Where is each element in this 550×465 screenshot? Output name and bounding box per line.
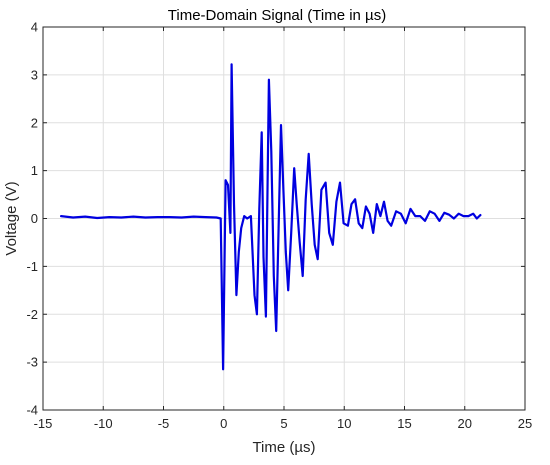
x-tick-label: 10	[337, 416, 351, 431]
y-tick-label: -3	[26, 355, 38, 370]
series-layer	[59, 63, 482, 371]
y-tick-label: 0	[31, 211, 38, 226]
y-tick-label: -2	[26, 307, 38, 322]
x-tick-label: 20	[458, 416, 472, 431]
ticks	[42, 26, 526, 411]
y-tick-label: 3	[31, 67, 38, 82]
y-tick-label: 1	[31, 163, 38, 178]
y-axis-label: Voltage (V)	[3, 181, 20, 255]
x-tick-label: 15	[397, 416, 411, 431]
x-axis-label: Time (µs)	[252, 439, 315, 456]
x-tick-label: -15	[34, 416, 53, 431]
x-tick-label: -5	[158, 416, 170, 431]
x-tick-label: 0	[220, 416, 227, 431]
y-tick-label: 2	[31, 115, 38, 130]
x-tick-label: 25	[518, 416, 532, 431]
y-tick-label: -4	[26, 403, 38, 418]
signal-line	[59, 63, 482, 371]
x-tick-label: -10	[94, 416, 113, 431]
y-tick-label: -1	[26, 259, 38, 274]
chart-title: Time-Domain Signal (Time in µs)	[168, 7, 386, 24]
y-tick-label: 4	[31, 20, 38, 35]
x-tick-label: 5	[280, 416, 287, 431]
